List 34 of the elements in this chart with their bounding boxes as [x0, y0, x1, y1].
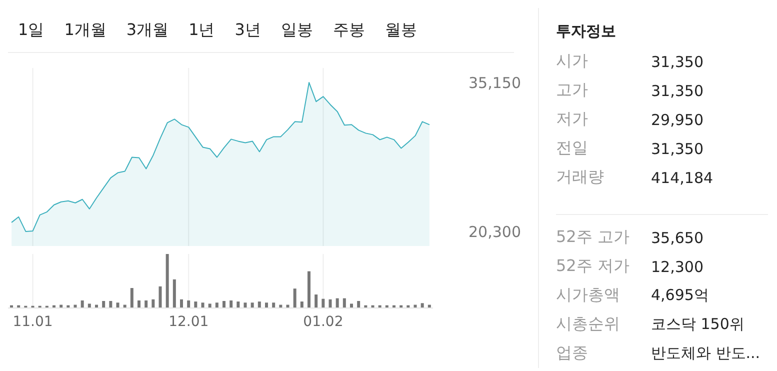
y-tick-label: 20,300 [468, 222, 521, 241]
text: 월봉 [384, 20, 418, 40]
text: 일봉 [280, 20, 314, 40]
text: 저가 [556, 109, 589, 130]
text: 시총순위 [556, 314, 621, 335]
text: 31,350 [651, 82, 704, 100]
text: 시가 [556, 51, 589, 72]
text: 31,350 [651, 140, 704, 158]
text: 29,950 [651, 110, 704, 128]
text: 시가총액 [556, 285, 621, 306]
text: 주봉 [332, 20, 366, 40]
text: 반도체와 반도... [651, 344, 760, 363]
text: 52주 저가 [556, 256, 630, 277]
text: 12,300 [651, 258, 704, 276]
text: 업종 [556, 343, 589, 364]
text: 3개월 [125, 20, 170, 40]
text: 1개월 [63, 20, 108, 40]
x-tick-label: 01.02 [303, 314, 344, 330]
text: 35,650 [651, 228, 704, 246]
x-tick-label: 12.01 [168, 314, 209, 330]
text: 1일 [17, 20, 46, 40]
text: 4,695억 [651, 286, 709, 305]
text: 거래량 [556, 167, 605, 188]
text: 코스닥 150위 [651, 315, 744, 334]
text: 31,350 [651, 52, 704, 70]
text: 1년 [188, 20, 216, 40]
text: 3년 [234, 20, 262, 40]
text: 투자정보 [556, 22, 617, 41]
y-tick-label: 35,150 [468, 74, 521, 92]
text: 52주 고가 [556, 227, 630, 248]
text: 고가 [556, 80, 589, 101]
text: 전일 [556, 138, 589, 159]
text: 414,184 [651, 168, 714, 186]
x-tick-label: 11.01 [12, 314, 53, 330]
